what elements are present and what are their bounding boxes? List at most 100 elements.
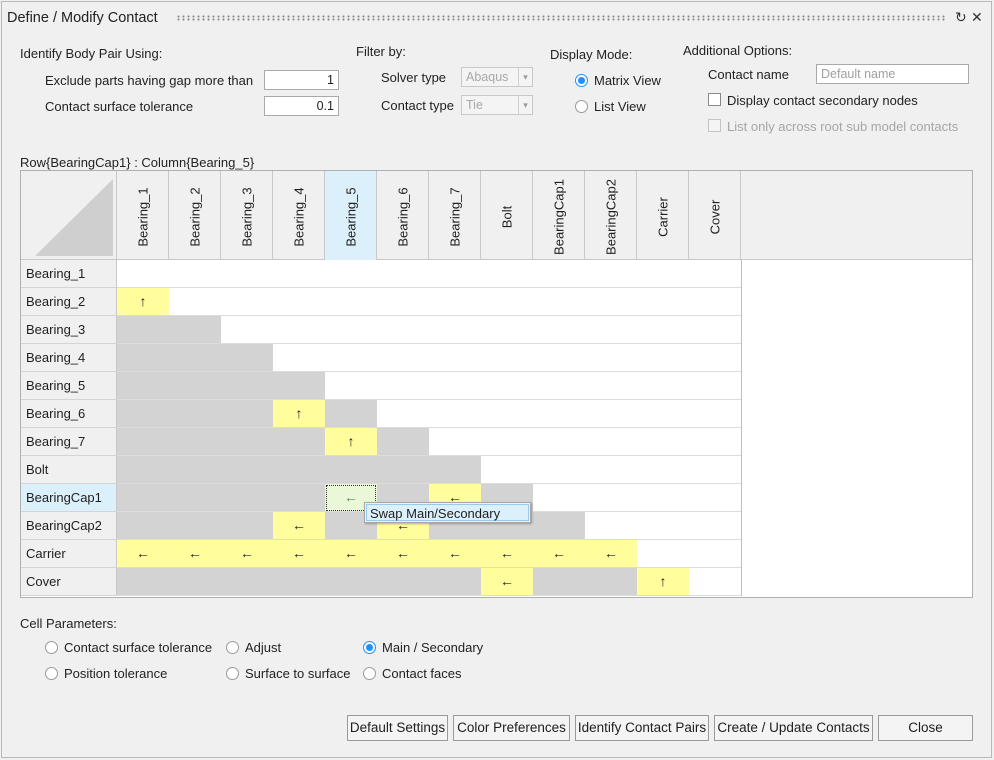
matrix-cell[interactable]: ← <box>169 540 221 568</box>
matrix-cell[interactable] <box>377 456 429 484</box>
list-view-radio[interactable] <box>575 100 588 113</box>
main-secondary-radio[interactable] <box>363 641 376 654</box>
matrix-view-label[interactable]: Matrix View <box>594 73 661 88</box>
row-header-bearing-4[interactable]: Bearing_4 <box>21 344 117 372</box>
swap-main-secondary-item[interactable]: Swap Main/Secondary <box>366 504 529 521</box>
matrix-cell[interactable] <box>169 372 221 400</box>
matrix-cell[interactable] <box>325 400 377 428</box>
context-menu[interactable]: Swap Main/Secondary <box>364 502 531 523</box>
matrix-cell[interactable] <box>429 456 481 484</box>
matrix-cell[interactable] <box>169 568 221 596</box>
matrix-cell[interactable] <box>585 568 637 596</box>
matrix-cell[interactable]: ← <box>117 540 169 568</box>
adjust-label[interactable]: Adjust <box>245 640 282 655</box>
matrix-cell[interactable] <box>325 456 377 484</box>
column-header-bearingcap1[interactable]: BearingCap1 <box>533 171 585 260</box>
matrix-cell[interactable] <box>273 568 325 596</box>
matrix-cell[interactable] <box>377 568 429 596</box>
position-tolerance-radio[interactable] <box>45 667 58 680</box>
matrix-cell[interactable] <box>169 428 221 456</box>
matrix-cell[interactable]: ← <box>481 540 533 568</box>
matrix-cell[interactable] <box>117 316 169 344</box>
matrix-cell[interactable]: ← <box>585 540 637 568</box>
matrix-cell[interactable] <box>169 484 221 512</box>
tolerance-input[interactable]: 0.1 <box>264 96 339 116</box>
matrix-cell[interactable] <box>117 484 169 512</box>
matrix-cell[interactable] <box>221 568 273 596</box>
gap-input[interactable]: 1 <box>264 70 339 90</box>
row-header-bearing-2[interactable]: Bearing_2 <box>21 288 117 316</box>
surface-to-surface-radio[interactable] <box>226 667 239 680</box>
row-header-bearing-5[interactable]: Bearing_5 <box>21 372 117 400</box>
column-header-bearing-1[interactable]: Bearing_1 <box>117 171 169 260</box>
column-header-bearing-3[interactable]: Bearing_3 <box>221 171 273 260</box>
matrix-cell[interactable]: ← <box>325 540 377 568</box>
matrix-cell[interactable] <box>221 484 273 512</box>
matrix-cell[interactable] <box>221 512 273 540</box>
refresh-icon[interactable]: ↻ <box>955 9 967 25</box>
row-header-bearing-7[interactable]: Bearing_7 <box>21 428 117 456</box>
matrix-cell[interactable] <box>117 372 169 400</box>
row-header-cover[interactable]: Cover <box>21 568 117 596</box>
matrix-cell[interactable] <box>221 372 273 400</box>
matrix-cell[interactable]: ← <box>273 540 325 568</box>
contact-type-select[interactable]: Tie ▾ <box>461 95 533 115</box>
matrix-cell[interactable] <box>221 428 273 456</box>
contact-faces-label[interactable]: Contact faces <box>382 666 462 681</box>
matrix-cell[interactable] <box>273 484 325 512</box>
matrix-cell[interactable] <box>117 428 169 456</box>
position-tolerance-label[interactable]: Position tolerance <box>64 666 168 681</box>
matrix-cell[interactable] <box>377 428 429 456</box>
row-header-bearingcap1[interactable]: BearingCap1 <box>21 484 117 512</box>
row-header-bolt[interactable]: Bolt <box>21 456 117 484</box>
matrix-cell[interactable]: ← <box>221 540 273 568</box>
contact-faces-radio[interactable] <box>363 667 376 680</box>
column-header-carrier[interactable]: Carrier <box>637 171 689 260</box>
column-header-bearing-6[interactable]: Bearing_6 <box>377 171 429 260</box>
matrix-cell[interactable]: ↑ <box>273 400 325 428</box>
close-button[interactable]: Close <box>878 715 973 741</box>
matrix-cell[interactable] <box>325 568 377 596</box>
matrix-cell[interactable] <box>117 512 169 540</box>
create-update-contacts-button[interactable]: Create / Update Contacts <box>714 715 873 741</box>
default-settings-button[interactable]: Default Settings <box>347 715 448 741</box>
matrix-cell[interactable] <box>273 372 325 400</box>
column-header-cover[interactable]: Cover <box>689 171 741 260</box>
row-header-bearing-3[interactable]: Bearing_3 <box>21 316 117 344</box>
matrix-cell[interactable] <box>429 568 481 596</box>
matrix-cell[interactable] <box>169 456 221 484</box>
matrix-cell[interactable]: ← <box>273 512 325 540</box>
matrix-cell[interactable] <box>117 400 169 428</box>
matrix-cell[interactable] <box>117 344 169 372</box>
matrix-cell[interactable] <box>221 400 273 428</box>
row-header-bearing-6[interactable]: Bearing_6 <box>21 400 117 428</box>
matrix-cell[interactable]: ↑ <box>637 568 689 596</box>
contact-surface-tolerance-radio[interactable] <box>45 641 58 654</box>
list-view-label[interactable]: List View <box>594 99 646 114</box>
matrix-cell[interactable]: ← <box>481 568 533 596</box>
matrix-cell[interactable] <box>117 456 169 484</box>
matrix-cell[interactable] <box>221 456 273 484</box>
column-header-bearing-2[interactable]: Bearing_2 <box>169 171 221 260</box>
column-header-bolt[interactable]: Bolt <box>481 171 533 260</box>
matrix-cell[interactable] <box>273 456 325 484</box>
matrix-cell[interactable]: ← <box>533 540 585 568</box>
column-header-bearing-5[interactable]: Bearing_5 <box>325 171 377 260</box>
matrix-cell[interactable] <box>533 568 585 596</box>
contact-matrix[interactable]: Bearing_1 Bearing_2 Bearing_3 Bearing_4 Bear… <box>20 170 973 598</box>
adjust-radio[interactable] <box>226 641 239 654</box>
matrix-cell[interactable] <box>273 428 325 456</box>
root-contacts-checkbox[interactable] <box>708 119 721 132</box>
matrix-cell[interactable] <box>169 316 221 344</box>
matrix-cell[interactable]: ↑ <box>325 428 377 456</box>
identify-contact-pairs-button[interactable]: Identify Contact Pairs <box>575 715 709 741</box>
contact-surface-tolerance-label[interactable]: Contact surface tolerance <box>64 640 213 655</box>
solver-type-select[interactable]: Abaqus ▾ <box>461 67 533 87</box>
matrix-cell[interactable] <box>169 512 221 540</box>
matrix-cell[interactable]: ← <box>429 540 481 568</box>
row-header-bearing-1[interactable]: Bearing_1 <box>21 260 117 288</box>
matrix-cell[interactable] <box>169 344 221 372</box>
matrix-cell[interactable]: ← <box>377 540 429 568</box>
surface-to-surface-label[interactable]: Surface to surface <box>245 666 351 681</box>
column-header-bearing-4[interactable]: Bearing_4 <box>273 171 325 260</box>
